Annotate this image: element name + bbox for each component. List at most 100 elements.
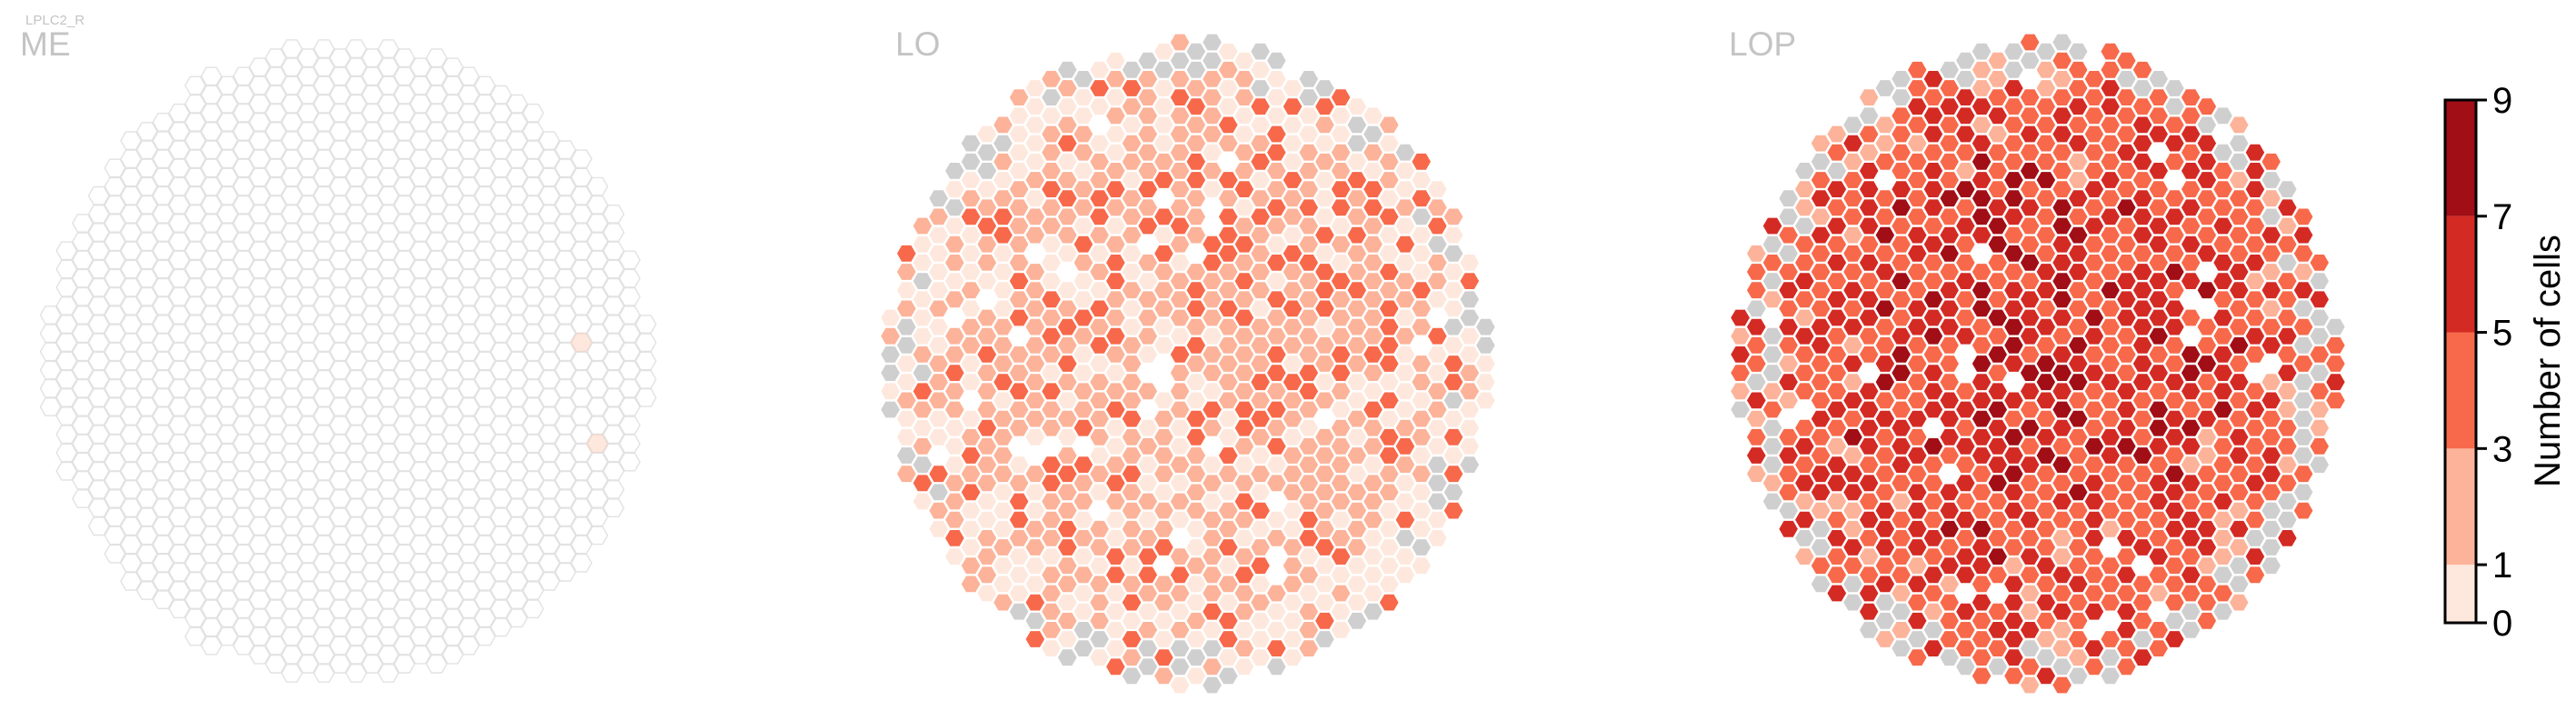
hex-cell xyxy=(216,572,239,591)
hex-cell xyxy=(505,185,528,205)
hex-cell xyxy=(313,553,335,573)
hex-cell xyxy=(570,315,593,334)
hex-cell xyxy=(184,388,206,407)
hex-cell xyxy=(87,425,110,445)
hex-cell xyxy=(442,94,464,114)
hex-cell xyxy=(554,158,577,178)
hex-cell xyxy=(281,149,304,169)
hex-cell xyxy=(71,305,95,325)
hex-cell xyxy=(200,562,223,582)
hex-cell xyxy=(1922,235,1945,255)
hex-cell xyxy=(377,259,400,279)
hex-cell xyxy=(2180,528,2202,548)
hex-cell xyxy=(1281,280,1304,300)
hex-cell xyxy=(152,480,175,499)
hex-cell xyxy=(393,378,415,398)
hex-cell xyxy=(55,241,78,261)
hex-cell xyxy=(120,516,143,536)
hex-cell xyxy=(538,535,561,555)
hex-cell xyxy=(313,167,335,187)
hex-cell xyxy=(505,204,528,224)
hex-cell xyxy=(393,489,415,508)
hex-cell xyxy=(265,416,287,436)
hex-cell xyxy=(2195,482,2218,502)
hex-cell xyxy=(152,241,175,261)
hex-cell xyxy=(975,583,998,604)
hex-cell xyxy=(281,223,304,242)
hex-cell xyxy=(1474,335,1497,355)
hex-cell xyxy=(425,342,448,362)
hex-cell xyxy=(538,131,561,151)
hex-cell xyxy=(344,443,367,463)
hex-cell xyxy=(474,94,496,114)
hex-cell xyxy=(1922,528,1945,548)
hex-cell xyxy=(87,223,110,242)
hex-cell xyxy=(104,470,126,490)
hex-cell xyxy=(457,562,480,582)
hex-cell xyxy=(377,223,400,242)
hex-cell xyxy=(361,397,384,416)
hex-cell xyxy=(377,333,400,353)
hex-cell xyxy=(490,581,513,600)
panel-title-lo: LO xyxy=(895,25,940,63)
hex-cell xyxy=(216,94,239,114)
hex-cell xyxy=(1761,418,1784,438)
hex-cell xyxy=(248,516,271,536)
hex-cell xyxy=(104,195,126,215)
hex-cell xyxy=(248,572,271,591)
hex-cell xyxy=(1040,363,1063,383)
hex-cell xyxy=(71,214,95,233)
hex-cell xyxy=(538,369,561,389)
hex-cell xyxy=(377,535,400,555)
hex-cell xyxy=(474,443,496,463)
hex-cell xyxy=(474,259,496,279)
hex-cell xyxy=(152,185,175,205)
hex-cell xyxy=(1729,363,1752,383)
hex-cell xyxy=(554,232,577,252)
hex-cell xyxy=(281,535,304,555)
hex-cell xyxy=(2082,656,2106,676)
hex-cell xyxy=(313,94,335,114)
hex-cell xyxy=(538,480,561,499)
hex-cell xyxy=(409,553,432,573)
hex-cell xyxy=(232,85,255,105)
hex-cell xyxy=(505,223,528,242)
hex-cell xyxy=(1442,206,1465,226)
hex-cell xyxy=(2131,280,2154,300)
hex-cell xyxy=(377,480,400,499)
hex-cell xyxy=(152,315,175,334)
hex-cell xyxy=(1938,317,1961,337)
hex-cell xyxy=(505,94,528,114)
hex-cell xyxy=(135,360,158,380)
hex-cell xyxy=(2308,363,2331,383)
hex-cell xyxy=(120,167,143,187)
hex-cell xyxy=(618,305,641,325)
hex-cell xyxy=(1056,409,1079,429)
hex-cell xyxy=(393,103,415,123)
hex-cell xyxy=(2228,317,2251,337)
hex-cell xyxy=(104,232,126,252)
hex-cell xyxy=(1249,317,1272,337)
hex-cell xyxy=(200,397,223,416)
hex-cell xyxy=(313,57,335,77)
hex-cell xyxy=(1023,574,1046,594)
hex-cell xyxy=(554,434,577,454)
hex-cell xyxy=(538,351,561,371)
hex-cell xyxy=(992,574,1014,594)
hex-cell xyxy=(2243,235,2267,255)
hex-cell xyxy=(265,158,287,178)
hex-cell xyxy=(265,48,287,68)
hex-cell xyxy=(232,416,255,436)
hex-cell xyxy=(1793,235,1816,255)
hex-cell xyxy=(1842,409,1864,429)
hex-cell xyxy=(538,498,561,517)
hex-cell xyxy=(361,268,384,288)
hex-cell xyxy=(152,296,175,315)
hex-cell xyxy=(1329,326,1353,346)
hex-cell xyxy=(168,176,191,196)
hex-cell xyxy=(2291,206,2315,226)
hex-cell xyxy=(168,305,191,325)
hex-cell xyxy=(1265,528,1288,548)
hex-cell xyxy=(409,296,432,315)
hex-cell xyxy=(1858,620,1881,640)
